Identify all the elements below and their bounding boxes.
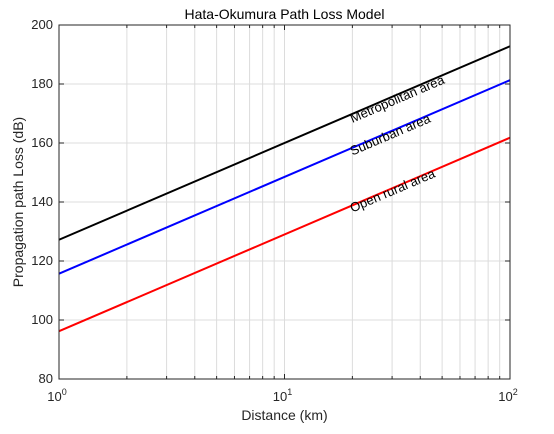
series-annotation: Metropolitan area [348,72,448,126]
x-tick-exponent: 0 [62,387,67,397]
series-line [58,136,511,333]
y-tick-label: 140 [31,194,53,209]
series-line [58,45,511,241]
y-tick-label: 180 [31,76,53,91]
x-tick-label: 101 [273,387,292,404]
x-tick-exponent: 1 [287,387,292,397]
y-tick-label: 200 [31,17,53,32]
series-line [58,79,511,275]
series-annotation: Open rural area [348,165,438,215]
y-axis-label: Propagation path Loss (dB) [10,117,26,287]
y-tick-label: 120 [31,253,53,268]
x-tick-label: 102 [498,387,517,404]
y-tick-label: 100 [31,312,53,327]
chart-title: Hata-Okumura Path Loss Model [185,6,385,22]
x-axis-label: Distance (km) [241,407,327,423]
y-tick-label: 80 [39,371,53,386]
x-tick-exponent: 2 [513,387,518,397]
y-tick-label: 160 [31,135,53,150]
grid [59,25,510,379]
x-tick-label: 100 [47,387,66,404]
series-lines [58,45,511,333]
